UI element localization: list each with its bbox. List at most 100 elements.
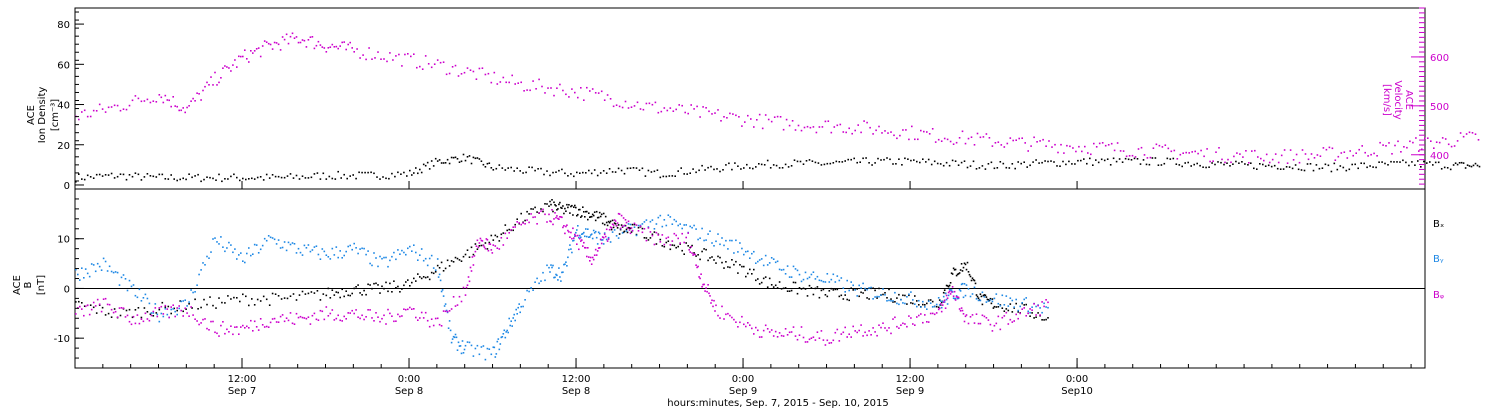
by-point	[579, 234, 581, 237]
bz-point	[244, 327, 246, 329]
by-point	[1029, 311, 1031, 314]
bx-point	[436, 264, 439, 267]
bx-point	[331, 289, 334, 291]
bx-point	[942, 291, 945, 294]
velocity-point	[1149, 156, 1152, 159]
bz-point	[383, 314, 385, 317]
density-point	[456, 158, 459, 160]
velocity-point	[244, 49, 246, 51]
by-point	[357, 252, 359, 255]
by-point	[586, 235, 588, 238]
velocity-point	[1185, 151, 1187, 154]
by-point	[770, 257, 773, 259]
by-point	[848, 289, 850, 292]
density-point	[1241, 161, 1243, 163]
density-point	[1089, 157, 1091, 160]
bz-point	[942, 301, 945, 303]
velocity-point	[943, 137, 946, 140]
bx-point	[786, 290, 789, 292]
velocity-point	[979, 136, 982, 139]
density-point	[832, 162, 835, 164]
velocity-point	[636, 101, 639, 104]
density-point	[927, 158, 930, 161]
velocity-point	[1334, 159, 1337, 161]
by-point	[240, 252, 242, 254]
by-point	[172, 308, 174, 310]
by-point	[405, 253, 407, 256]
bx-point	[371, 287, 373, 290]
by-point	[528, 290, 530, 293]
bz-point	[633, 222, 636, 225]
by-point	[501, 336, 504, 338]
density-point	[596, 174, 599, 177]
velocity-point	[460, 73, 463, 75]
by-point	[116, 271, 119, 274]
by-point	[999, 304, 1002, 307]
bz-point	[218, 335, 220, 337]
bz-point	[534, 216, 536, 218]
velocity-point	[424, 55, 427, 57]
bx-point	[983, 294, 986, 296]
bz-point	[1009, 318, 1012, 321]
bz-point	[1011, 321, 1014, 323]
bz-point	[94, 305, 97, 307]
bz-point	[749, 324, 751, 326]
density-point	[1148, 163, 1151, 166]
by-point	[232, 251, 234, 254]
by-point	[607, 236, 610, 239]
bx-point	[1003, 310, 1006, 312]
density-point	[549, 174, 551, 177]
bz-point	[552, 223, 554, 226]
velocity-point	[1379, 141, 1381, 144]
bz-point	[114, 310, 117, 313]
by-point	[768, 262, 771, 264]
by-point	[926, 308, 928, 310]
bx-point	[935, 305, 938, 308]
density-point	[749, 167, 751, 169]
by-point	[941, 300, 944, 303]
bz-point	[590, 263, 593, 265]
velocity-point	[678, 104, 680, 106]
bz-point	[88, 313, 91, 316]
by-point	[448, 320, 451, 322]
bx-point	[745, 275, 747, 278]
bz-point	[483, 246, 486, 248]
bz-point	[448, 310, 451, 312]
velocity-point	[349, 41, 351, 44]
bz-point	[522, 222, 524, 224]
by-point	[745, 250, 747, 253]
density-point	[394, 175, 396, 178]
by-point	[301, 254, 304, 256]
velocity-point	[836, 124, 839, 127]
by-point	[888, 299, 890, 302]
by-point	[959, 290, 962, 292]
bz-point	[649, 231, 652, 233]
bz-point	[424, 311, 427, 314]
bz-point	[952, 295, 955, 297]
bx-point	[1037, 312, 1039, 314]
density-point	[722, 169, 724, 171]
velocity-point	[872, 133, 874, 135]
by-point	[261, 244, 264, 247]
bz-point	[918, 314, 920, 317]
by-point	[858, 284, 860, 287]
bx-point	[401, 288, 403, 290]
bz-point	[275, 321, 278, 323]
velocity-point	[1090, 153, 1092, 156]
bz-point	[702, 283, 704, 286]
density-point	[1041, 161, 1043, 164]
bz-point	[681, 232, 683, 235]
velocity-point	[1412, 141, 1414, 144]
by-point	[741, 247, 743, 250]
bx-point	[292, 293, 295, 295]
density-point	[886, 157, 888, 159]
by-point	[822, 280, 825, 283]
density-point	[1029, 164, 1031, 167]
velocity-point	[911, 125, 913, 128]
bz-point	[532, 216, 534, 219]
by-point	[309, 250, 312, 253]
bx-point	[212, 304, 214, 307]
by-point	[685, 224, 687, 226]
bx-point	[556, 209, 558, 211]
by-point	[862, 282, 864, 285]
